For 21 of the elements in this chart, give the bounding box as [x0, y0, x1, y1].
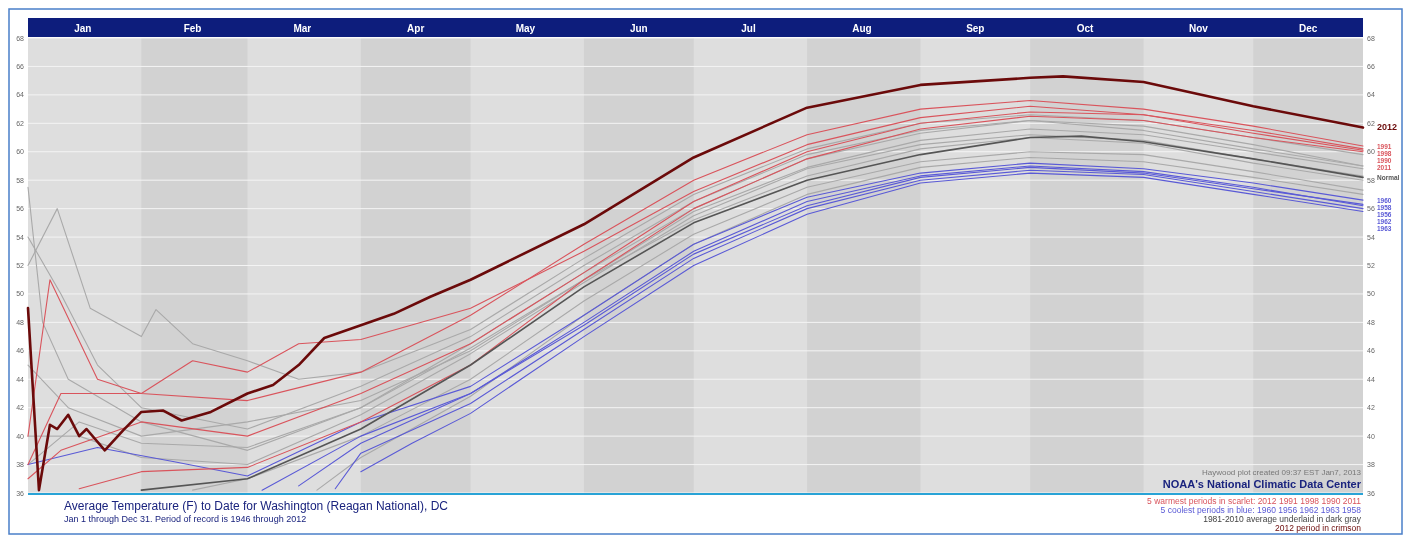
series-label: 2012	[1377, 122, 1398, 133]
x-tick-label: Nov	[1188, 23, 1209, 34]
x-tick-label: Sep	[966, 23, 985, 34]
x-tick-label: Jul	[741, 23, 756, 34]
text: 2012 period in crimson	[1275, 523, 1362, 533]
x-tick-label: Apr	[407, 23, 425, 34]
x-tick-label: May	[515, 23, 536, 34]
x-tick-label: Feb	[183, 23, 202, 34]
x-tick-label: Mar	[293, 23, 312, 34]
x-tick-label: Jan	[74, 23, 92, 34]
text: 5 warmest periods in scarlet: 2012 1991 1998 1990 2011	[1147, 496, 1362, 506]
text: 5 coolest periods in blue: 1960 1956 1962 1963 1958	[1160, 505, 1362, 515]
x-tick-label: Dec	[1298, 23, 1318, 34]
x-tick-label: Aug	[852, 23, 872, 34]
annotation: Haywood plot created 09:37 EST Jan7, 2013	[1201, 468, 1362, 477]
text: Jan 1 through Dec 31. Period of record is 1946 through 2012	[64, 514, 307, 524]
x-tick-label: Oct	[1076, 23, 1095, 34]
text: Average Temperature (F) to Date for Washington (Reagan National), DC	[64, 499, 449, 513]
text: 1981-2010 average underlaid in dark gray	[1203, 514, 1362, 524]
annotation: NOAA's National Climatic Data Center	[1162, 478, 1362, 490]
x-tick-label: Jun	[629, 23, 648, 34]
